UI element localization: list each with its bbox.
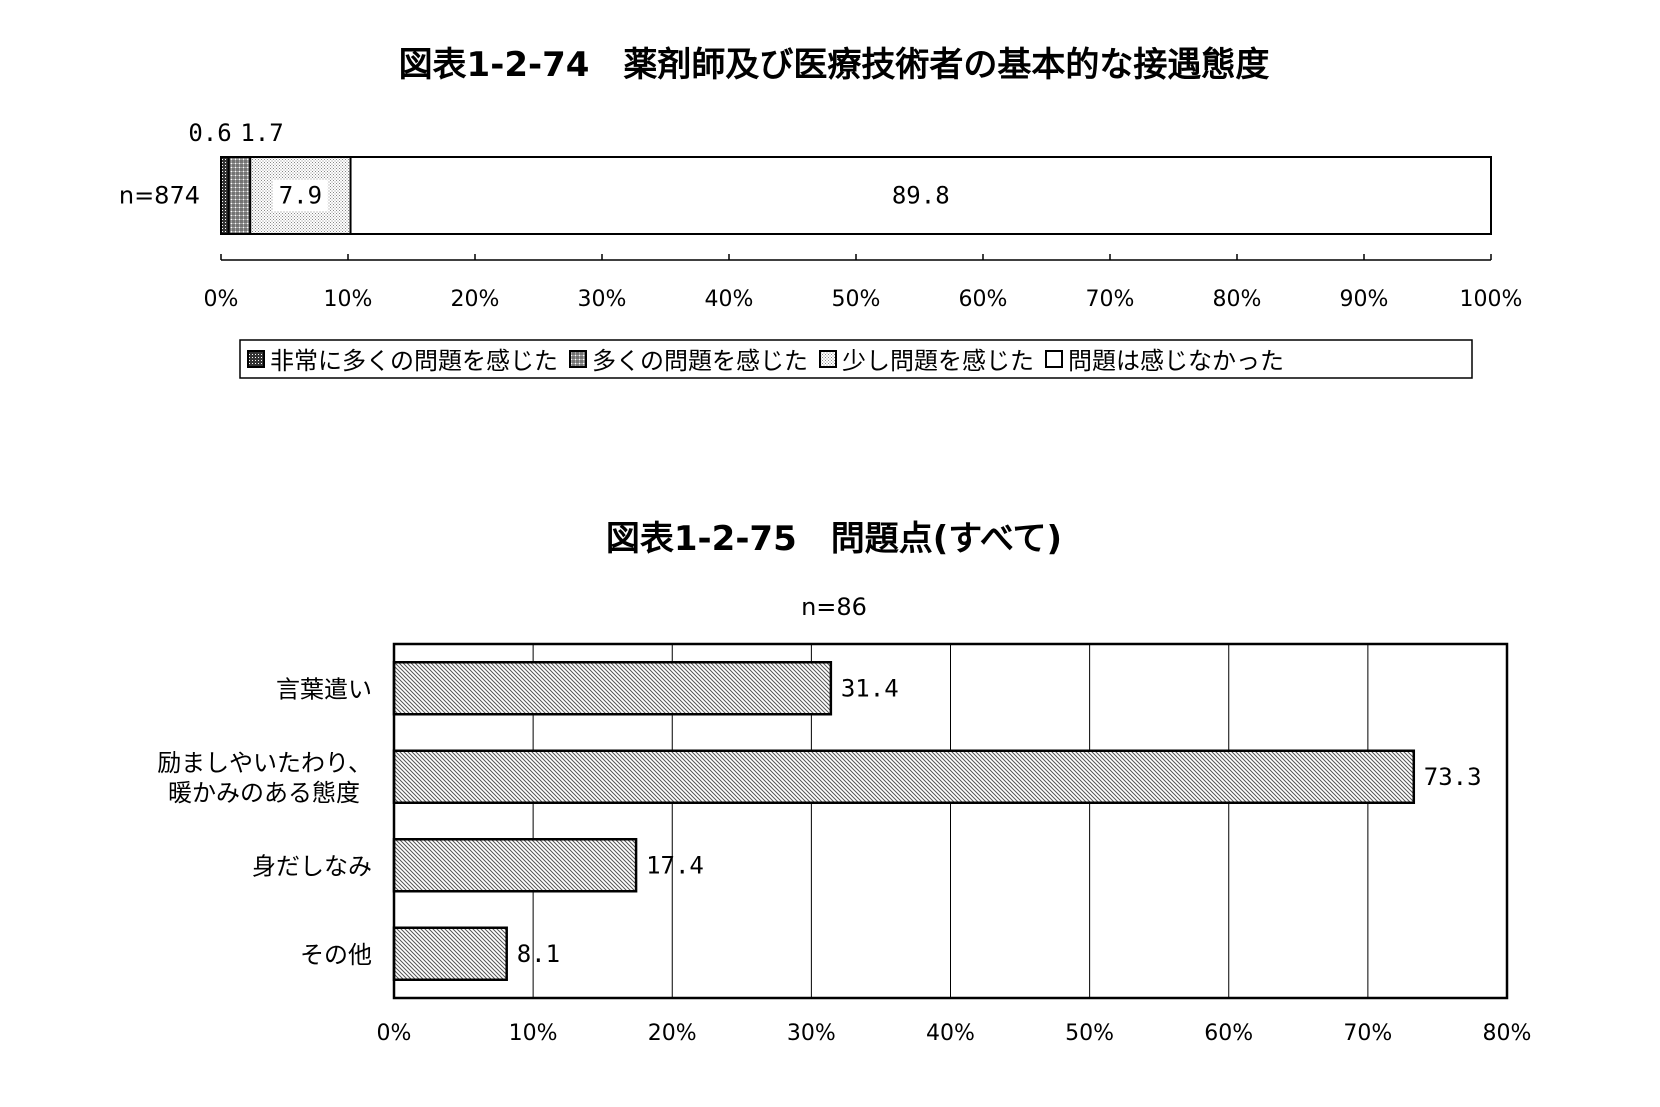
chart2-tick-label: 80%	[1483, 1021, 1532, 1046]
chart2-value-label-1: 31.4	[841, 674, 899, 702]
chart1-legend-label-1: 非常に多くの問題を感じた	[270, 347, 558, 375]
chart1-tick-label: 10%	[324, 287, 373, 312]
chart1-segment-1	[220, 156, 230, 235]
chart1-tick-label: 20%	[451, 287, 500, 312]
chart1-tick-label: 40%	[705, 287, 754, 312]
chart2-category-label-1: 言葉遣い	[276, 675, 372, 703]
chart2-value-label-4: 8.1	[517, 940, 560, 968]
chart1-segment-4	[349, 156, 1492, 235]
chart1-legend-swatch-3	[819, 350, 837, 368]
chart1-legend: 非常に多くの問題を感じた 多くの問題を感じた 少し問題を感じた 問題は感じなかった	[239, 339, 1473, 379]
chart2-tick-label: 30%	[787, 1021, 836, 1046]
chart2-tick-label: 50%	[1065, 1021, 1114, 1046]
chart2-tick-label: 10%	[509, 1021, 558, 1046]
chart2-value-label-2: 73.3	[1424, 763, 1482, 791]
chart1-legend-label-3: 少し問題を感じた	[842, 347, 1034, 375]
chart1-legend-swatch-4	[1045, 350, 1063, 368]
chart2-bar-1	[392, 661, 833, 716]
chart2-bar-4	[392, 926, 508, 981]
chart1-legend-swatch-1	[247, 350, 265, 368]
chart2-category-label-4: その他	[300, 941, 372, 969]
chart1-tick-label: 50%	[832, 287, 881, 312]
chart1-tick-label: 70%	[1086, 287, 1135, 312]
chart1-title: 図表1-2-74 薬剤師及び医療技術者の基本的な接遇態度	[399, 45, 1270, 85]
chart1-legend-label-2: 多くの問題を感じた	[592, 347, 808, 375]
chart2-bar-3	[392, 838, 638, 893]
chart1-label-very-many: 0.6	[188, 119, 231, 147]
chart2-tick-label: 70%	[1343, 1021, 1392, 1046]
chart1-label-many: 1.7	[240, 119, 283, 147]
chart2-tick-label: 20%	[648, 1021, 697, 1046]
chart2: 0% 10% 20% 30% 40% 50% 60% 70% 80% 31.4 言葉遣い 73.3 励ま…	[157, 642, 1532, 1046]
chart2-tick-label: 60%	[1204, 1021, 1253, 1046]
chart1-tick-label: 60%	[959, 287, 1008, 312]
chart1-tick-label: 30%	[578, 287, 627, 312]
chart2-bar-2	[392, 749, 1416, 804]
chart2-category-label-2-line2: 暖かみのある態度	[168, 779, 360, 807]
chart2-title: 図表1-2-75 問題点(すべて)	[606, 519, 1062, 559]
chart1-segment-2	[227, 156, 252, 235]
chart2-category-label-3: 身だしなみ	[252, 852, 372, 880]
chart1-label-little-bg	[272, 179, 328, 212]
chart2-value-label-3: 17.4	[646, 851, 704, 879]
chart1-label-none: 89.8	[892, 182, 950, 210]
chart1-tick-label: 90%	[1340, 287, 1389, 312]
chart2-tick-label: 40%	[926, 1021, 975, 1046]
chart1-legend-box	[239, 339, 1473, 379]
chart2-tick-label: 0%	[377, 1021, 412, 1046]
chart1-tick-label: 80%	[1213, 287, 1262, 312]
chart1-category-label: n=874	[119, 182, 200, 210]
chart1-tick-label: 100%	[1460, 287, 1523, 312]
chart1-legend-swatch-2	[569, 350, 587, 368]
chart2-plot-border	[392, 642, 1509, 1000]
chart1-label-little: 7.9	[279, 182, 322, 210]
chart2-category-label-2: 励ましやいたわり、	[157, 749, 372, 777]
chart1-legend-label-4: 問題は感じなかった	[1068, 347, 1284, 375]
chart1: n=874 0.6 1.7 7.9 89.8 0% 10% 20% 30% 40% 50% 60% 70…	[119, 119, 1523, 312]
chart1-tick-label: 0%	[204, 287, 239, 312]
chart2-subtitle: n=86	[801, 593, 867, 621]
